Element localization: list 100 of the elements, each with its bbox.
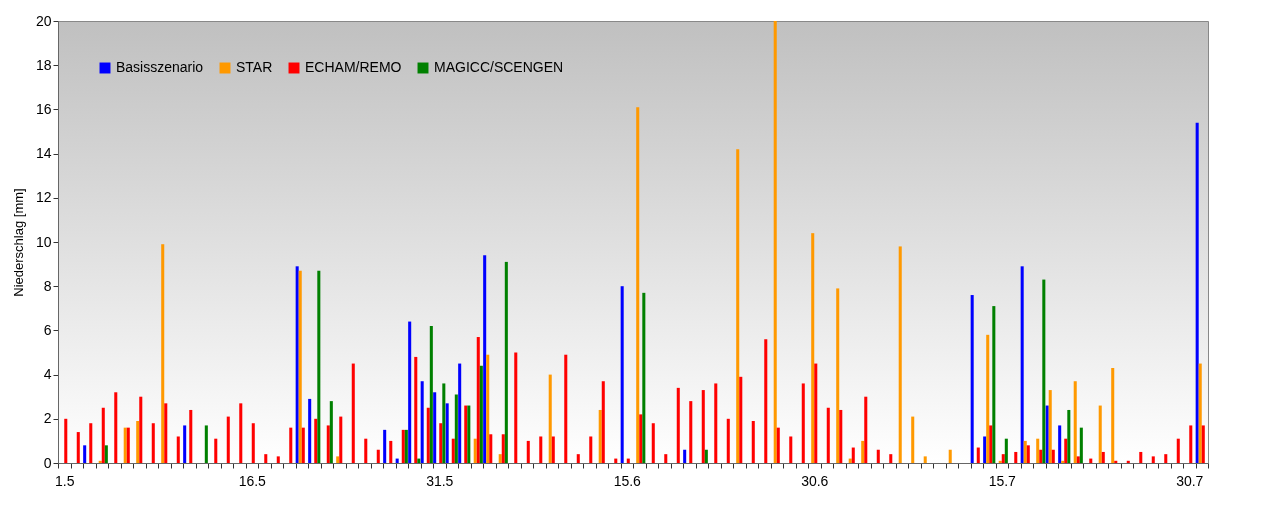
bar [214, 438, 218, 463]
bar [983, 436, 987, 463]
x-tick-label: 15.7 [988, 472, 1017, 489]
x-tick-label: 31.5 [426, 472, 454, 489]
bar [789, 436, 793, 463]
bar [239, 403, 243, 463]
bar [551, 436, 555, 463]
x-tick-label: 30.6 [801, 472, 829, 489]
bar [839, 409, 843, 463]
bar [301, 427, 305, 463]
bar [326, 425, 330, 463]
bar [836, 288, 840, 463]
bar [636, 107, 640, 463]
bar [814, 363, 818, 463]
bar [408, 321, 412, 463]
bar [526, 440, 530, 463]
y-tick-label: 4 [43, 366, 52, 383]
bar [911, 416, 915, 463]
y-tick-label: 8 [43, 277, 52, 294]
bar [751, 421, 755, 463]
bar [683, 449, 687, 463]
bar [1151, 456, 1155, 463]
bar [1039, 449, 1043, 463]
bar [89, 423, 93, 463]
bar [1048, 390, 1052, 463]
bar [183, 425, 187, 463]
bar [851, 447, 855, 463]
bar [970, 295, 974, 463]
bar [1195, 122, 1199, 463]
x-tick-label: 1.5 [55, 472, 75, 489]
bar [826, 407, 830, 463]
bar [1176, 438, 1180, 463]
bar [336, 456, 340, 463]
bar [1058, 425, 1062, 463]
bar [1164, 454, 1168, 463]
bar [651, 423, 655, 463]
bar [161, 244, 165, 463]
bar [501, 434, 505, 463]
bar [1036, 438, 1040, 463]
bar [564, 354, 568, 463]
bar [420, 381, 424, 463]
bar [76, 432, 80, 463]
bar [1001, 454, 1005, 463]
bar [1051, 449, 1055, 463]
bar [1026, 445, 1030, 463]
bar [1101, 451, 1105, 463]
bar [451, 438, 455, 463]
bar [104, 445, 108, 463]
y-tick-label: 20 [35, 12, 52, 29]
bar [414, 356, 418, 463]
bar [626, 458, 630, 463]
bar [976, 447, 980, 463]
bar [876, 449, 880, 463]
bar [1045, 405, 1049, 463]
y-tick-label: 0 [43, 454, 52, 471]
bar [639, 414, 643, 463]
bar [498, 454, 502, 463]
bar [176, 436, 180, 463]
bar [676, 387, 680, 463]
bar [204, 425, 208, 463]
bar [864, 396, 868, 463]
bar [1198, 363, 1202, 463]
bar [726, 418, 730, 463]
bar [1020, 266, 1024, 463]
bar [986, 334, 990, 463]
bar [351, 363, 355, 463]
bar [1076, 456, 1080, 463]
bar [64, 418, 68, 463]
y-tick-label: 18 [35, 56, 52, 73]
bar [83, 445, 87, 463]
bar [1023, 440, 1027, 463]
bar [898, 246, 902, 463]
bar [861, 440, 865, 463]
legend-label: STAR [236, 59, 273, 75]
bar [1139, 451, 1143, 463]
bar [1042, 279, 1046, 463]
bar [151, 423, 155, 463]
bar [1004, 438, 1008, 463]
bar [514, 352, 518, 463]
bar [548, 374, 552, 463]
x-tick-label: 15.6 [613, 472, 642, 489]
bar [1098, 405, 1102, 463]
y-tick-label: 16 [35, 100, 52, 117]
bar [276, 456, 280, 463]
bar [139, 396, 143, 463]
bar [642, 292, 646, 463]
bar [317, 270, 321, 463]
bar [504, 261, 508, 463]
bar [620, 286, 624, 463]
bar [189, 409, 193, 463]
bar [395, 458, 399, 463]
bar [776, 427, 780, 463]
bar [454, 394, 458, 463]
bar [1064, 438, 1068, 463]
bar [1189, 425, 1193, 463]
bar [1073, 381, 1077, 463]
bar [598, 409, 602, 463]
bar [801, 383, 805, 463]
legend-label: MAGICC/SCENGEN [434, 59, 564, 75]
bar [601, 381, 605, 463]
